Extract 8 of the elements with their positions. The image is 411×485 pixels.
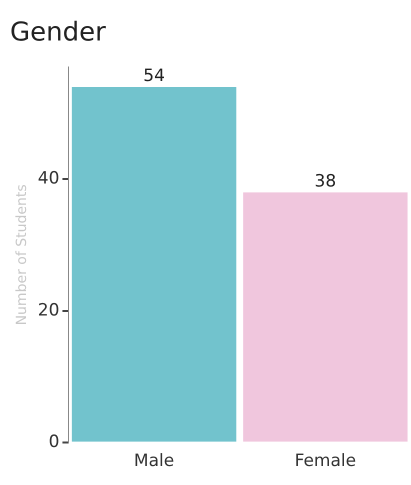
- chart-title: Gender: [10, 17, 106, 48]
- x-tick-label: Male: [134, 451, 174, 472]
- y-tick-label: 40: [38, 168, 60, 189]
- x-tick-label: Female: [294, 451, 356, 472]
- y-tick-label: 0: [48, 432, 60, 452]
- data-label: 54: [143, 66, 165, 86]
- data-label: 38: [314, 171, 336, 192]
- y-tick-label: 20: [38, 300, 60, 320]
